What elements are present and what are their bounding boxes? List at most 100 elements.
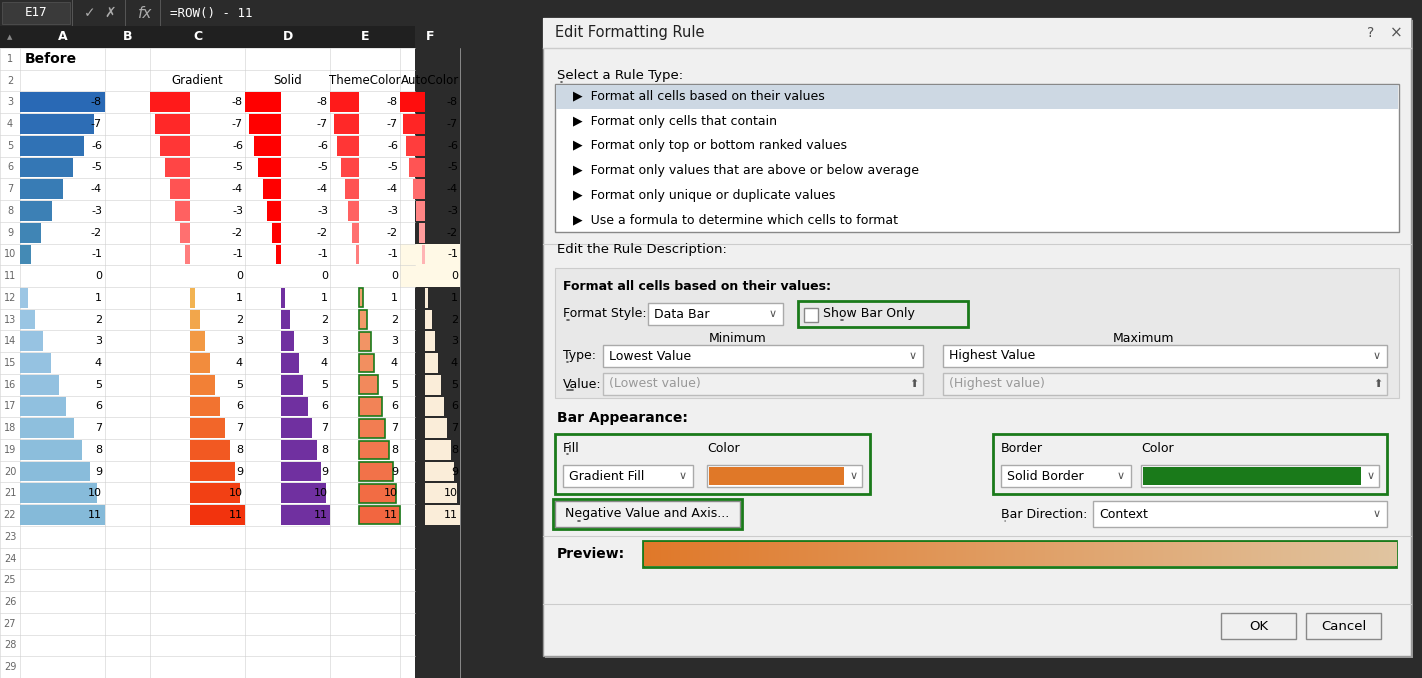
Text: 3: 3: [391, 336, 398, 346]
Text: 25: 25: [4, 575, 16, 585]
Text: 7: 7: [451, 423, 458, 433]
Text: 3: 3: [451, 336, 458, 346]
Bar: [20, 223, 41, 243]
Text: ⬆: ⬆: [1374, 379, 1382, 389]
Text: 2: 2: [391, 315, 398, 325]
Text: D: D: [283, 31, 293, 43]
Bar: [330, 92, 360, 112]
Bar: [425, 440, 451, 460]
Bar: [280, 483, 326, 503]
Bar: [993, 434, 1386, 494]
Text: ∨: ∨: [909, 351, 917, 361]
Text: 11: 11: [229, 510, 243, 520]
Bar: [543, 18, 1411, 48]
Text: 0: 0: [391, 271, 398, 281]
Text: Lowest Value: Lowest Value: [609, 349, 691, 363]
Text: 6: 6: [451, 401, 458, 412]
Bar: [20, 440, 82, 460]
Bar: [643, 541, 1396, 567]
Text: -6: -6: [232, 141, 243, 151]
Text: Highest Value: Highest Value: [948, 349, 1035, 363]
Text: ⬆: ⬆: [909, 379, 919, 389]
Text: Color: Color: [707, 443, 739, 456]
Bar: [191, 418, 225, 438]
Text: -2: -2: [232, 228, 243, 238]
Text: Before: Before: [26, 52, 77, 66]
Text: 2: 2: [451, 315, 458, 325]
Bar: [0, 48, 415, 678]
Bar: [280, 375, 303, 395]
Text: 6: 6: [391, 401, 398, 412]
Text: Minimum: Minimum: [710, 332, 766, 344]
Bar: [0, 26, 20, 48]
Text: -3: -3: [387, 206, 398, 216]
Text: Bar Appearance:: Bar Appearance:: [557, 411, 688, 425]
Text: 1: 1: [391, 293, 398, 303]
Bar: [191, 462, 235, 481]
Text: 29: 29: [4, 662, 16, 672]
Text: -5: -5: [317, 163, 328, 172]
Bar: [400, 243, 459, 265]
Bar: [20, 505, 105, 525]
Text: 7: 7: [7, 184, 13, 194]
Text: -8: -8: [387, 98, 398, 107]
Text: 8: 8: [95, 445, 102, 455]
Text: 1: 1: [321, 293, 328, 303]
Bar: [344, 180, 360, 199]
Text: 28: 28: [4, 641, 16, 650]
Text: 0: 0: [321, 271, 328, 281]
Text: ▶  Format only top or bottom ranked values: ▶ Format only top or bottom ranked value…: [573, 139, 848, 152]
Text: -3: -3: [447, 206, 458, 216]
Text: (Lowest value): (Lowest value): [609, 378, 701, 391]
Bar: [707, 465, 862, 487]
Text: ∨: ∨: [1374, 509, 1381, 519]
Text: ▲: ▲: [7, 34, 13, 40]
Text: -6: -6: [317, 141, 328, 151]
Text: Gradient: Gradient: [172, 74, 223, 87]
Bar: [555, 268, 1399, 398]
Text: ∨: ∨: [1367, 471, 1375, 481]
Text: 7: 7: [95, 423, 102, 433]
Text: -3: -3: [317, 206, 328, 216]
Text: ▶  Format all cells based on their values: ▶ Format all cells based on their values: [573, 89, 825, 103]
Bar: [360, 354, 374, 372]
Bar: [162, 0, 1422, 26]
Bar: [267, 201, 280, 221]
Text: (Highest value): (Highest value): [948, 378, 1045, 391]
Bar: [360, 462, 392, 481]
Bar: [425, 375, 441, 395]
Bar: [425, 505, 459, 525]
Text: -2: -2: [387, 228, 398, 238]
Text: ∨: ∨: [769, 309, 778, 319]
Bar: [20, 483, 97, 503]
Bar: [1411, 0, 1422, 678]
Bar: [20, 462, 90, 481]
Text: Negative Value and Axis...: Negative Value and Axis...: [566, 508, 729, 521]
Text: ×: ×: [1389, 26, 1402, 41]
Bar: [191, 310, 201, 330]
Bar: [181, 223, 191, 243]
Text: -3: -3: [232, 206, 243, 216]
Text: 8: 8: [7, 206, 13, 216]
Bar: [1143, 467, 1361, 485]
Text: 18: 18: [4, 423, 16, 433]
Text: ?: ?: [1368, 26, 1375, 40]
Bar: [425, 462, 454, 481]
Text: Bar Direction:: Bar Direction:: [1001, 508, 1088, 521]
Text: 0: 0: [236, 271, 243, 281]
Text: 10: 10: [444, 488, 458, 498]
Bar: [276, 245, 280, 264]
Bar: [1221, 613, 1295, 639]
Text: 3: 3: [7, 98, 13, 107]
Bar: [280, 353, 299, 373]
Bar: [943, 345, 1386, 367]
Bar: [191, 375, 215, 395]
Bar: [341, 157, 360, 178]
Text: ∨: ∨: [850, 471, 857, 481]
Text: ▶  Format only unique or duplicate values: ▶ Format only unique or duplicate values: [573, 188, 835, 201]
Bar: [556, 85, 1398, 108]
Bar: [425, 397, 444, 416]
Text: Edit the Rule Description:: Edit the Rule Description:: [557, 243, 727, 256]
Bar: [280, 397, 307, 416]
Text: ∨: ∨: [678, 471, 687, 481]
